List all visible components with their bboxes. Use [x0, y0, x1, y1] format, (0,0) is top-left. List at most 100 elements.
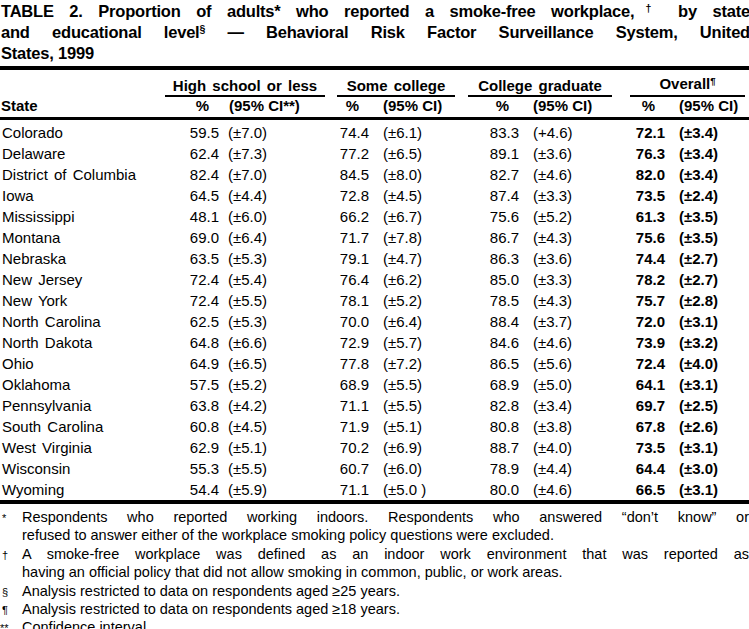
- overall-pct-cell: 82.0: [612, 164, 668, 185]
- state-cell: Oklahoma: [0, 374, 165, 395]
- state-cell: North Carolina: [0, 311, 165, 332]
- hs-pct-cell: 72.4: [165, 269, 222, 290]
- overall-pct-cell: 74.4: [612, 248, 668, 269]
- cg-ci-cell: (±5.2): [522, 206, 612, 227]
- hs-pct-cell: 59.5: [165, 119, 222, 144]
- hs-ci-cell: (±6.5): [222, 353, 330, 374]
- document-page: TABLE 2. Proportion of adults* who repor…: [0, 0, 749, 629]
- hs-ci-cell: (±7.0): [222, 164, 330, 185]
- hs-ci-cell: (±5.3): [222, 311, 330, 332]
- overall-pct-cell: 69.7: [612, 395, 668, 416]
- sc-ci-cell: (±5.7): [372, 332, 455, 353]
- overall-ci-cell: (±3.1): [668, 479, 749, 500]
- overall-ci-cell: (±3.2): [668, 332, 749, 353]
- hs-ci-cell: (±5.5): [222, 290, 330, 311]
- group-header-college-graduate: College graduate: [468, 77, 612, 97]
- table-row: Wisconsin 55.3 (±5.5) 60.7 (±6.0) 78.9 (…: [0, 458, 749, 479]
- sc-pct-header: %: [330, 97, 372, 119]
- sc-ci-cell: (±6.4): [372, 311, 455, 332]
- title-line-1: TABLE 2. Proportion of adults* who repor…: [1, 2, 749, 23]
- overall-pct-cell: 73.9: [612, 332, 668, 353]
- cg-ci-cell: (±3.4): [522, 395, 612, 416]
- hs-ci-cell: (±7.3): [222, 143, 330, 164]
- footnote-text: Confidence interval.: [22, 618, 749, 629]
- hs-ci-cell: (±5.1): [222, 437, 330, 458]
- sc-pct-cell: 66.2: [330, 206, 372, 227]
- table-row: Iowa 64.5 (±4.4) 72.8 (±4.5) 87.4 (±3.3)…: [0, 185, 749, 206]
- footnote-line: Analysis restricted to data on responden…: [22, 582, 749, 600]
- footnote-marker: §: [2, 583, 8, 601]
- cg-pct-cell: 86.7: [455, 227, 522, 248]
- cg-ci-cell: (±4.6): [522, 332, 612, 353]
- cg-pct-cell: 88.4: [455, 311, 522, 332]
- overall-ci-cell: (±4.0): [668, 353, 749, 374]
- hs-pct-cell: 62.9: [165, 437, 222, 458]
- sc-pct-cell: 78.1: [330, 290, 372, 311]
- footnote-marker: †: [2, 546, 8, 564]
- sc-ci-cell: (±5.2): [372, 290, 455, 311]
- sc-pct-cell: 77.2: [330, 143, 372, 164]
- state-cell: South Carolina: [0, 416, 165, 437]
- table-row: South Carolina 60.8 (±4.5) 71.9 (±5.1) 8…: [0, 416, 749, 437]
- state-cell: Nebraska: [0, 248, 165, 269]
- footnote-marker: **: [0, 619, 9, 629]
- overall-pct-header: %: [612, 97, 668, 119]
- cg-ci-cell: (±5.0): [522, 374, 612, 395]
- footnote-line: refused to answer either of the workplac…: [22, 526, 749, 544]
- table-row: West Virginia 62.9 (±5.1) 70.2 (±6.9) 88…: [0, 437, 749, 458]
- cg-pct-cell: 87.4: [455, 185, 522, 206]
- title-text: TABLE 2. Proportion of adults* who repor…: [1, 2, 634, 20]
- cg-ci-cell: (±3.3): [522, 269, 612, 290]
- sc-pct-cell: 70.2: [330, 437, 372, 458]
- sc-pct-cell: 71.1: [330, 479, 372, 500]
- sc-ci-cell: (±6.9): [372, 437, 455, 458]
- cg-ci-cell: (±3.8): [522, 416, 612, 437]
- overall-pct-cell: 64.1: [612, 374, 668, 395]
- sc-pct-cell: 70.0: [330, 311, 372, 332]
- footnote-marker: ¶: [2, 601, 8, 619]
- hs-ci-cell: (±6.0): [222, 206, 330, 227]
- cg-pct-cell: 68.9: [455, 374, 522, 395]
- overall-ci-cell: (±3.1): [668, 311, 749, 332]
- footnote-line: having an official policy that did not a…: [22, 563, 749, 581]
- title-text: States, 1999: [1, 44, 94, 62]
- hs-pct-cell: 64.8: [165, 332, 222, 353]
- state-cell: District of Columbia: [0, 164, 165, 185]
- overall-ci-cell: (±2.6): [668, 416, 749, 437]
- sc-ci-cell: (±5.5): [372, 374, 455, 395]
- cg-ci-cell: (±4.3): [522, 227, 612, 248]
- cg-pct-cell: 82.7: [455, 164, 522, 185]
- cg-ci-cell: (±3.6): [522, 143, 612, 164]
- cg-ci-cell: (±3.6): [522, 248, 612, 269]
- hs-pct-cell: 62.5: [165, 311, 222, 332]
- hs-ci-cell: (±4.5): [222, 416, 330, 437]
- cg-pct-cell: 83.3: [455, 119, 522, 144]
- table-row: New York 72.4 (±5.5) 78.1 (±5.2) 78.5 (±…: [0, 290, 749, 311]
- hs-pct-cell: 62.4: [165, 143, 222, 164]
- overall-pct-cell: 75.7: [612, 290, 668, 311]
- sc-ci-cell: (±6.2): [372, 269, 455, 290]
- hs-pct-cell: 72.4: [165, 290, 222, 311]
- cg-ci-cell: (±3.7): [522, 311, 612, 332]
- overall-ci-header: (95% CI): [668, 97, 749, 119]
- pilcrow-footnote-mark: ¶: [710, 75, 715, 86]
- title-text: and educational level: [1, 23, 200, 41]
- overall-ci-cell: (±3.4): [668, 143, 749, 164]
- footnote-text: Analysis restricted to data on responden…: [22, 582, 749, 600]
- overall-pct-cell: 67.8: [612, 416, 668, 437]
- bottom-rule: [0, 500, 749, 504]
- footnote: † A smoke-free workplace was defined as …: [0, 545, 749, 582]
- footnotes-section: * Respondents who reported working indoo…: [0, 508, 749, 629]
- overall-ci-cell: (±3.1): [668, 437, 749, 458]
- sc-pct-cell: 60.7: [330, 458, 372, 479]
- overall-ci-cell: (±3.1): [668, 374, 749, 395]
- table-row: Nebraska 63.5 (±5.3) 79.1 (±4.7) 86.3 (±…: [0, 248, 749, 269]
- overall-ci-cell: (±2.7): [668, 248, 749, 269]
- sc-ci-cell: (±4.5): [372, 185, 455, 206]
- footnote-line: Confidence interval.: [22, 618, 749, 629]
- cg-pct-cell: 86.3: [455, 248, 522, 269]
- table-row: Wyoming 54.4 (±5.9) 71.1 (±5.0 ) 80.0 (±…: [0, 479, 749, 500]
- hs-ci-cell: (±6.4): [222, 227, 330, 248]
- sc-ci-cell: (±6.7): [372, 206, 455, 227]
- state-cell: Mississippi: [0, 206, 165, 227]
